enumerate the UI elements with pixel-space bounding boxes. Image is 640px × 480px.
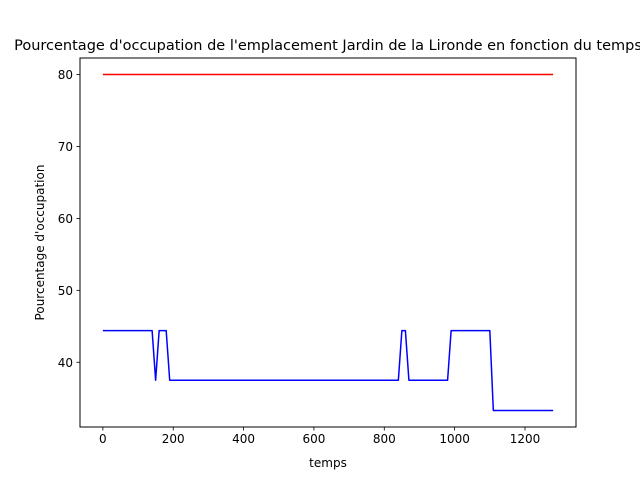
x-tick-label: 400 (232, 432, 255, 446)
axes-frame (79, 57, 577, 428)
x-tick-label: 0 (99, 432, 107, 446)
x-tick-label: 800 (373, 432, 396, 446)
x-axis: 0 200 400 600 800 1000 1200 (99, 427, 540, 446)
x-axis-label: temps (309, 456, 347, 470)
y-tick-label: 40 (58, 356, 73, 370)
y-axis: 40 50 60 70 80 (58, 68, 80, 370)
x-tick-label: 200 (162, 432, 185, 446)
y-tick-label: 80 (58, 68, 73, 82)
y-axis-label: Pourcentage d'occupation (33, 165, 47, 321)
series-line-2 (102, 329, 554, 412)
x-tick-label: 1000 (439, 432, 470, 446)
x-tick-label: 1200 (510, 432, 541, 446)
x-tick-label: 600 (302, 432, 325, 446)
y-tick-label: 60 (58, 212, 73, 226)
chart-title: Pourcentage d'occupation de l'emplacemen… (14, 38, 640, 54)
y-tick-label: 70 (58, 140, 73, 154)
plot-area (102, 73, 554, 412)
y-tick-label: 50 (58, 284, 73, 298)
